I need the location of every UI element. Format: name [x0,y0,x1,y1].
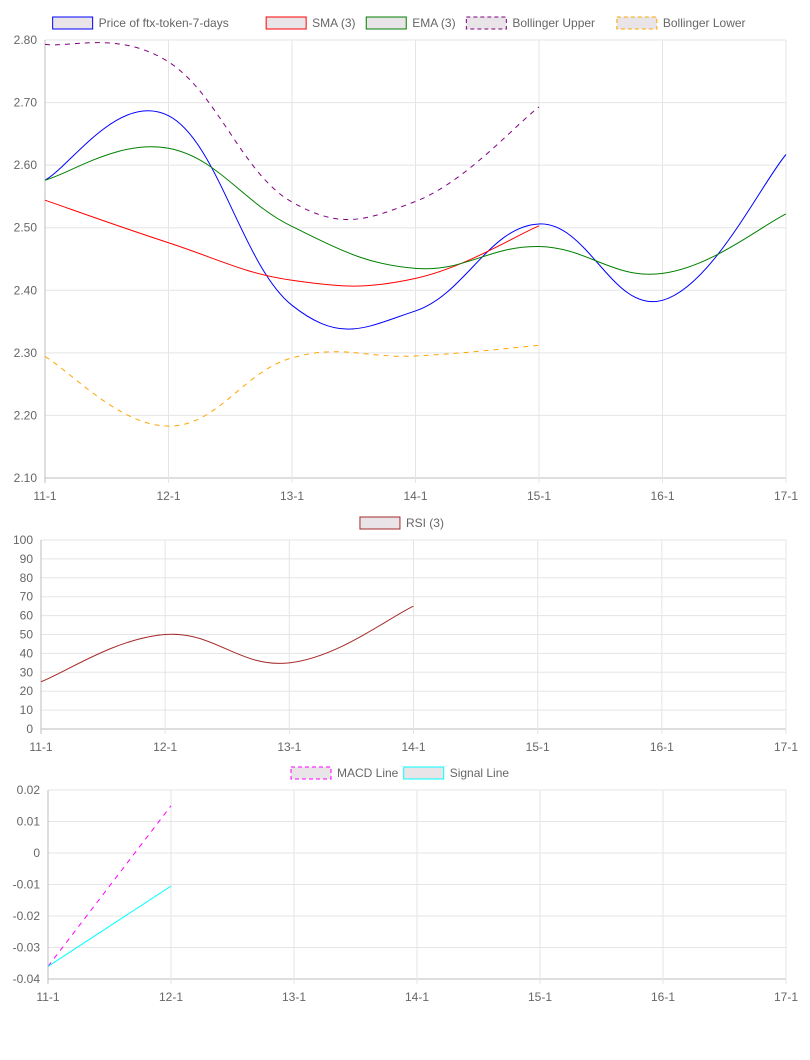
x-tick-label: 14-1 [403,489,427,503]
y-tick-label: 2.70 [14,96,38,110]
y-tick-label: 80 [20,571,34,585]
y-tick-label: 0.02 [17,783,41,797]
x-tick-label: 11-1 [33,489,56,503]
x-tick-label: 14-1 [401,740,425,754]
x-tick-label: 11-1 [29,740,52,754]
x-tick-label: 12-1 [159,990,183,1004]
y-tick-label: 2.20 [14,408,38,422]
y-tick-label: 2.60 [14,158,38,172]
legend-swatch [616,16,658,30]
legend: Price of ftx-token-7-days SMA (3) EMA (3) B… [52,16,746,30]
y-tick-label: 0 [33,846,40,860]
legend-item[interactable]: Price of ftx-token-7-days [52,16,229,30]
y-tick-label: 2.30 [14,346,38,360]
legend-item[interactable]: Bollinger Upper [465,16,595,30]
y-tick-label: 60 [20,609,34,623]
legend-item[interactable]: Signal Line [403,766,510,780]
legend-label: Signal Line [450,766,510,780]
y-tick-label: 100 [13,533,33,547]
y-tick-label: -0.03 [13,941,41,955]
legend: RSI (3) [359,516,444,530]
series-line [47,805,172,967]
x-tick-label: 16-1 [650,489,674,503]
legend-swatch [359,516,401,530]
chart-panel-3: -0.04 -0.03 -0.02 -0.01 0 0.01 0.02 11-1 12-1 13-… [13,766,799,1004]
x-tick-label: 17-1 [774,740,798,754]
legend: MACD Line Signal Line [290,766,510,780]
x-tick-label: 15-1 [528,990,552,1004]
y-tick-label: 10 [20,703,34,717]
y-tick-label: 0 [26,722,33,736]
legend-swatch [265,16,307,30]
x-tick-label: 15-1 [526,740,550,754]
chart-panel-2: 0 10 20 30 40 50 60 70 80 90 100 11-1 12-1 13-1 14-1 15… [13,516,798,754]
series-line [44,110,787,330]
x-tick-label: 12-1 [153,740,177,754]
legend-label: Price of ftx-token-7-days [99,16,229,30]
series-line [44,146,787,275]
x-tick-label: 13-1 [280,489,304,503]
y-tick-label: 50 [20,628,34,642]
legend-label: RSI (3) [406,516,444,530]
legend-item[interactable]: Bollinger Lower [616,16,746,30]
legend-swatch [290,766,332,780]
y-tick-label: 70 [20,590,34,604]
x-tick-label: 11-1 [36,990,59,1004]
x-tick-label: 12-1 [156,489,180,503]
legend-label: MACD Line [337,766,399,780]
legend-swatch [465,16,507,30]
legend-swatch [403,766,445,780]
y-tick-label: 0.01 [17,815,41,829]
y-tick-label: -0.04 [13,972,41,986]
x-tick-label: 16-1 [651,990,675,1004]
y-tick-label: -0.01 [13,878,41,892]
legend-item[interactable]: MACD Line [290,766,399,780]
y-tick-label: 90 [20,552,34,566]
legend-label: Bollinger Lower [663,16,746,30]
legend-swatch [365,16,407,30]
y-tick-label: -0.02 [13,909,41,923]
series-line [47,885,172,967]
x-tick-label: 17-1 [774,990,798,1004]
x-tick-label: 16-1 [650,740,674,754]
x-tick-label: 14-1 [405,990,429,1004]
x-tick-label: 15-1 [527,489,551,503]
legend-label: SMA (3) [312,16,355,30]
y-tick-label: 2.50 [14,221,38,235]
series-line [40,605,414,683]
legend-item[interactable]: EMA (3) [365,16,456,30]
y-tick-label: 2.40 [14,283,38,297]
y-tick-label: 20 [20,684,34,698]
legend-swatch [52,16,94,30]
y-tick-label: 30 [20,665,34,679]
x-tick-label: 17-1 [774,489,798,503]
x-tick-label: 13-1 [277,740,301,754]
legend-label: EMA (3) [412,16,455,30]
legend-item[interactable]: SMA (3) [265,16,355,30]
y-tick-label: 40 [20,646,34,660]
chart-panel-1: 2.10 2.20 2.30 2.40 2.50 2.60 2.70 2.80 11-1 12-1… [14,16,799,503]
legend-label: Bollinger Upper [512,16,595,30]
y-tick-label: 2.10 [14,471,38,485]
series-line [44,344,540,427]
legend-item[interactable]: RSI (3) [359,516,444,530]
x-tick-label: 13-1 [282,990,306,1004]
y-tick-label: 2.80 [14,33,38,47]
